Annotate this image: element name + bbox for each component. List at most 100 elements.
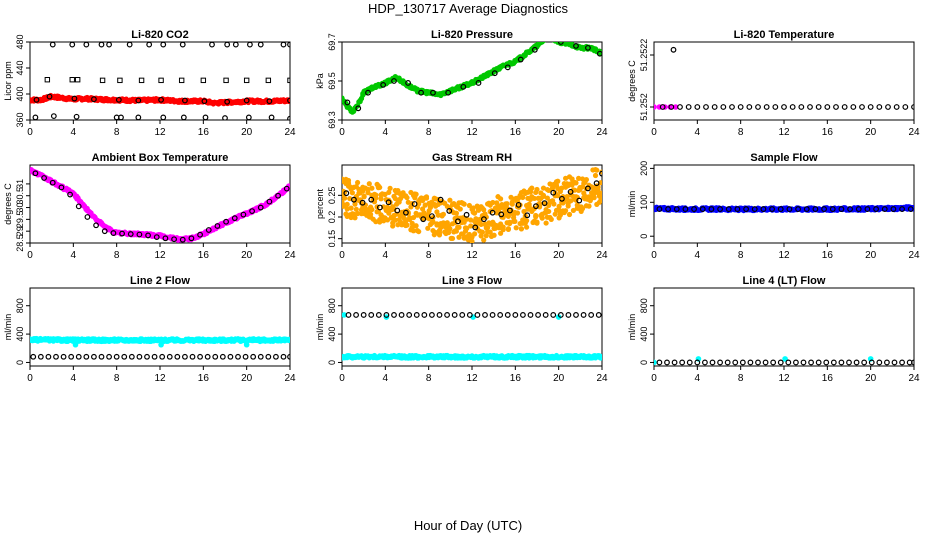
data-point xyxy=(200,77,207,84)
x-tick-label: 8 xyxy=(738,250,744,261)
data-point xyxy=(365,190,371,196)
data-point xyxy=(557,312,564,318)
data-point xyxy=(481,237,487,243)
x-tick-label: 20 xyxy=(241,250,253,261)
data-point xyxy=(223,218,229,225)
data-point xyxy=(342,312,347,318)
data-point xyxy=(349,190,355,196)
data-point xyxy=(378,196,384,202)
data-point xyxy=(411,201,418,207)
data-point xyxy=(550,36,555,41)
y-axis-label: kPa xyxy=(315,73,325,89)
data-point xyxy=(136,353,143,360)
data-point xyxy=(563,175,569,181)
data-point xyxy=(588,312,595,318)
data-point xyxy=(579,206,586,212)
data-point xyxy=(144,353,150,360)
data-point xyxy=(469,238,475,243)
data-point xyxy=(543,220,549,226)
data-point xyxy=(599,193,602,199)
data-point xyxy=(385,199,392,206)
data-point xyxy=(440,211,446,217)
data-point xyxy=(409,220,415,226)
data-point xyxy=(521,208,527,215)
data-point xyxy=(529,185,535,191)
data-point xyxy=(33,96,40,103)
data-point xyxy=(807,104,813,110)
data-point xyxy=(478,221,484,228)
data-point xyxy=(497,312,504,318)
data-point xyxy=(670,46,677,53)
data-point xyxy=(829,206,836,212)
data-point xyxy=(803,206,810,212)
data-point xyxy=(433,229,439,236)
data-point xyxy=(781,104,787,110)
data-point xyxy=(353,206,359,212)
y-tick-label: 400 xyxy=(639,327,649,342)
x-tick-label: 24 xyxy=(596,373,608,384)
data-point xyxy=(41,175,47,181)
y-axis-label: ml/min xyxy=(315,314,325,341)
x-tick-label: 4 xyxy=(71,373,77,384)
data-point xyxy=(430,89,436,96)
data-point xyxy=(514,210,521,216)
x-tick-label: 0 xyxy=(651,373,657,384)
data-point xyxy=(751,206,758,212)
data-point xyxy=(418,89,424,96)
data-point xyxy=(242,353,249,360)
x-tick-label: 8 xyxy=(426,373,432,384)
data-point xyxy=(158,341,164,348)
data-point xyxy=(178,77,185,84)
data-point xyxy=(524,218,530,224)
data-point xyxy=(527,312,534,318)
data-point xyxy=(212,353,219,360)
data-point xyxy=(249,208,255,214)
data-point xyxy=(573,312,579,318)
data-point xyxy=(524,212,531,219)
data-point xyxy=(382,191,388,197)
data-point xyxy=(160,42,167,48)
y-axis-label: ml/min xyxy=(627,314,637,341)
data-point xyxy=(138,77,145,84)
data-point xyxy=(483,214,489,220)
data-point xyxy=(224,98,231,105)
data-point xyxy=(352,215,358,221)
plot-frame xyxy=(653,41,915,121)
data-point xyxy=(245,114,252,120)
data-point xyxy=(793,359,799,366)
data-point xyxy=(556,203,562,209)
data-point xyxy=(551,201,557,207)
data-point xyxy=(453,228,459,234)
data-point xyxy=(280,353,287,360)
data-series xyxy=(343,170,602,231)
data-point xyxy=(369,185,375,191)
data-point xyxy=(795,206,801,212)
data-point xyxy=(861,359,868,366)
x-tick-label: 20 xyxy=(865,250,877,261)
x-tick-label: 4 xyxy=(695,250,701,261)
y-tick-label: 0.25 xyxy=(327,187,337,205)
data-point xyxy=(387,185,393,191)
data-point xyxy=(479,229,485,235)
data-point xyxy=(369,206,375,213)
data-point xyxy=(520,312,526,318)
data-point xyxy=(555,42,558,43)
data-point xyxy=(474,312,481,318)
data-point xyxy=(592,172,599,179)
data-point xyxy=(345,312,352,318)
data-point xyxy=(772,104,779,110)
data-point xyxy=(911,104,914,110)
data-series xyxy=(670,46,677,53)
data-point xyxy=(500,227,506,233)
data-point xyxy=(355,210,361,217)
y-tick-label: 69.3 xyxy=(327,111,337,129)
data-point xyxy=(823,359,830,366)
x-tick-label: 12 xyxy=(154,373,166,384)
data-point xyxy=(547,181,553,187)
data-point xyxy=(429,213,435,220)
data-point xyxy=(44,77,51,83)
data-point xyxy=(32,170,39,177)
x-tick-label: 0 xyxy=(651,127,657,138)
